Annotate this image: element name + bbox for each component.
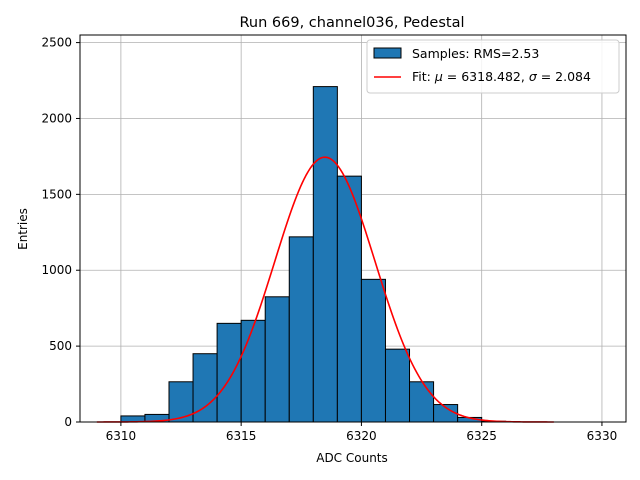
y-tick-label: 500 — [49, 339, 72, 353]
y-axis-label: Entries — [16, 208, 30, 250]
legend-fit-mu: μ — [434, 69, 443, 84]
histogram-bar — [312, 86, 338, 423]
y-tick-label: 2500 — [41, 36, 72, 50]
legend-fit-sigma: σ — [529, 69, 538, 84]
legend-fit-prefix: Fit: — [412, 69, 435, 84]
legend-box — [366, 39, 620, 94]
legend-fit-label: Fit: μ = 6318.482, σ = 2.084 — [412, 69, 591, 84]
plot-frame — [79, 34, 627, 423]
histogram-bar — [409, 381, 435, 423]
histogram-bar — [216, 322, 242, 423]
y-tick-label: 1500 — [41, 187, 72, 201]
y-axis-ticks: 0 500 1000 1500 2000 2500 — [41, 36, 80, 429]
fit-curve — [96, 156, 554, 423]
legend: Samples: RMS=2.53 Fit: μ = 6318.482, σ =… — [366, 39, 620, 94]
y-tick-label: 0 — [64, 415, 72, 429]
histogram-bar — [288, 236, 314, 423]
histogram-bar — [192, 353, 218, 423]
x-tick-label: 6320 — [346, 429, 377, 443]
histogram-bar — [240, 319, 266, 423]
histogram-bar — [384, 348, 411, 423]
histogram-bar — [336, 175, 362, 423]
legend-histogram-swatch — [373, 47, 402, 59]
legend-fit-mid: = 6318.482, — [443, 69, 529, 84]
y-tick-label: 2000 — [41, 111, 72, 125]
x-tick-label: 6315 — [226, 429, 257, 443]
legend-histogram-label: Samples: RMS=2.53 — [412, 46, 539, 61]
histogram-bar — [360, 278, 386, 423]
legend-fit-suffix: = 2.084 — [537, 69, 591, 84]
histogram-bars — [120, 86, 507, 423]
chart-title: Run 669, channel036, Pedestal — [239, 15, 464, 31]
x-tick-label: 6330 — [587, 429, 618, 443]
y-tick-label: 1000 — [41, 263, 72, 277]
x-axis-label: ADC Counts — [316, 451, 388, 465]
histogram-bar — [264, 296, 290, 423]
x-tick-label: 6310 — [106, 429, 137, 443]
x-axis-ticks: 6310 6315 6320 6325 6330 — [106, 422, 618, 443]
x-tick-label: 6325 — [466, 429, 497, 443]
